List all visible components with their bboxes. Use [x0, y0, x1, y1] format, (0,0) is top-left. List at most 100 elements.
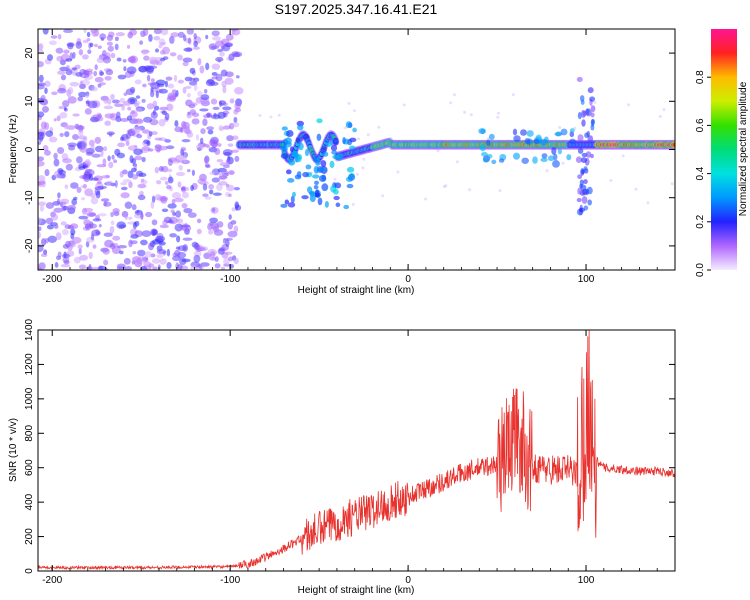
heatmap-cell	[135, 107, 143, 113]
heatmap-cell	[38, 60, 44, 68]
heatmap-cell	[53, 118, 57, 122]
heatmap-cell	[92, 244, 97, 249]
heatmap-cell	[204, 196, 212, 200]
heatmap-cell	[119, 170, 124, 178]
heatmap-cell	[593, 100, 597, 104]
heatmap-cell	[286, 130, 294, 137]
heatmap-cell	[180, 146, 187, 152]
heatmap-cell	[106, 180, 114, 186]
heatmap-cell	[66, 65, 70, 70]
heatmap-cell	[187, 212, 197, 218]
heatmap-cell	[377, 125, 381, 129]
heatmap-cell	[103, 146, 108, 152]
heatmap-cell	[179, 257, 187, 266]
heatmap-cell	[577, 134, 584, 142]
heatmap-cell	[124, 138, 130, 143]
heatmap-cell	[148, 34, 153, 42]
heatmap-cell	[142, 83, 147, 88]
heatmap-cell	[38, 141, 42, 145]
heatmap-cell	[142, 29, 149, 36]
snr-y-tick-label: 0	[24, 568, 35, 574]
heatmap-cell	[234, 87, 244, 95]
heatmap-cell	[193, 84, 198, 91]
heatmap-cell	[171, 89, 177, 93]
heatmap-cell	[334, 182, 342, 189]
heatmap-cell	[196, 218, 202, 224]
heatmap-cell	[290, 195, 295, 204]
heatmap-cell	[222, 164, 231, 169]
heatmap-cell	[111, 154, 115, 160]
heatmap-cell	[146, 74, 151, 82]
heatmap-cell	[154, 166, 160, 174]
heatmap-cell	[124, 201, 133, 209]
heatmap-cell	[357, 137, 360, 141]
heatmap-cell	[125, 88, 135, 96]
heatmap-cell	[221, 44, 231, 52]
heatmap-cell	[39, 205, 44, 212]
heatmap-cell	[81, 141, 88, 149]
heatmap-cell	[226, 135, 234, 142]
heatmap-cell	[82, 160, 92, 166]
heatmap-cell	[84, 169, 95, 176]
heatmap-cell	[361, 166, 365, 170]
heatmap-cell	[586, 186, 593, 195]
heatmap-cell	[133, 148, 143, 156]
heatmap-cell	[88, 139, 95, 147]
heatmap-cell	[169, 52, 177, 57]
heatmap-cell	[100, 198, 110, 202]
heatmap-cell	[116, 152, 126, 159]
heatmap-cell	[87, 100, 98, 109]
heatmap-cell	[292, 191, 296, 198]
heatmap-cell	[96, 57, 105, 64]
heatmap-cell	[167, 220, 174, 224]
heatmap-cell	[228, 256, 234, 262]
heatmap-cell	[153, 35, 161, 41]
heatmap-cell	[123, 66, 127, 72]
heatmap-cell	[540, 157, 548, 162]
heatmap-cell	[217, 111, 226, 119]
heatmap-cell	[60, 74, 67, 81]
heatmap-cell	[284, 137, 292, 145]
heatmap-cell	[233, 225, 239, 234]
heatmap-x-tick-label: 100	[578, 274, 595, 285]
heatmap-cell	[171, 192, 182, 199]
colorbar-ticks: 0.0 0.2 0.4 0.6 0.8	[695, 70, 711, 277]
heatmap-cell	[212, 36, 221, 41]
heatmap-cell	[63, 49, 70, 54]
heatmap-cell	[583, 205, 589, 211]
heatmap-cell	[122, 59, 127, 63]
heatmap-cell	[91, 153, 101, 158]
heatmap-cell	[180, 185, 187, 193]
heatmap-cell	[217, 143, 222, 147]
heatmap-cell	[313, 185, 319, 190]
heatmap-cell	[216, 159, 224, 163]
heatmap-cell	[233, 116, 238, 123]
heatmap-cell	[64, 184, 69, 190]
heatmap-cell	[333, 195, 340, 201]
heatmap-cell	[185, 85, 192, 90]
heatmap-cell	[104, 120, 112, 126]
heatmap-cell	[672, 142, 675, 147]
heatmap-cell	[170, 32, 179, 38]
heatmap-cell	[233, 109, 239, 115]
heatmap-cell	[209, 81, 219, 86]
heatmap-cell	[51, 91, 58, 96]
colorbar-tick-label: 0.2	[695, 214, 706, 228]
heatmap-cell	[204, 88, 208, 94]
heatmap-cell	[190, 185, 194, 191]
heatmap-cell	[124, 265, 132, 270]
heatmap-cell	[38, 111, 45, 118]
heatmap-cell	[233, 186, 240, 191]
colorbar-label: Normalized spectral amplitude	[738, 81, 749, 216]
heatmap-cell	[99, 69, 103, 77]
heatmap-cell	[114, 36, 119, 42]
heatmap-cell	[196, 228, 202, 235]
heatmap-cell	[38, 49, 44, 54]
heatmap-cell	[79, 254, 89, 261]
heatmap-cell	[117, 142, 125, 148]
heatmap-cell	[347, 173, 356, 181]
heatmap-cell	[218, 126, 225, 131]
heatmap-cell	[209, 257, 217, 261]
heatmap-cell	[216, 221, 224, 228]
heatmap-cell	[159, 176, 168, 181]
